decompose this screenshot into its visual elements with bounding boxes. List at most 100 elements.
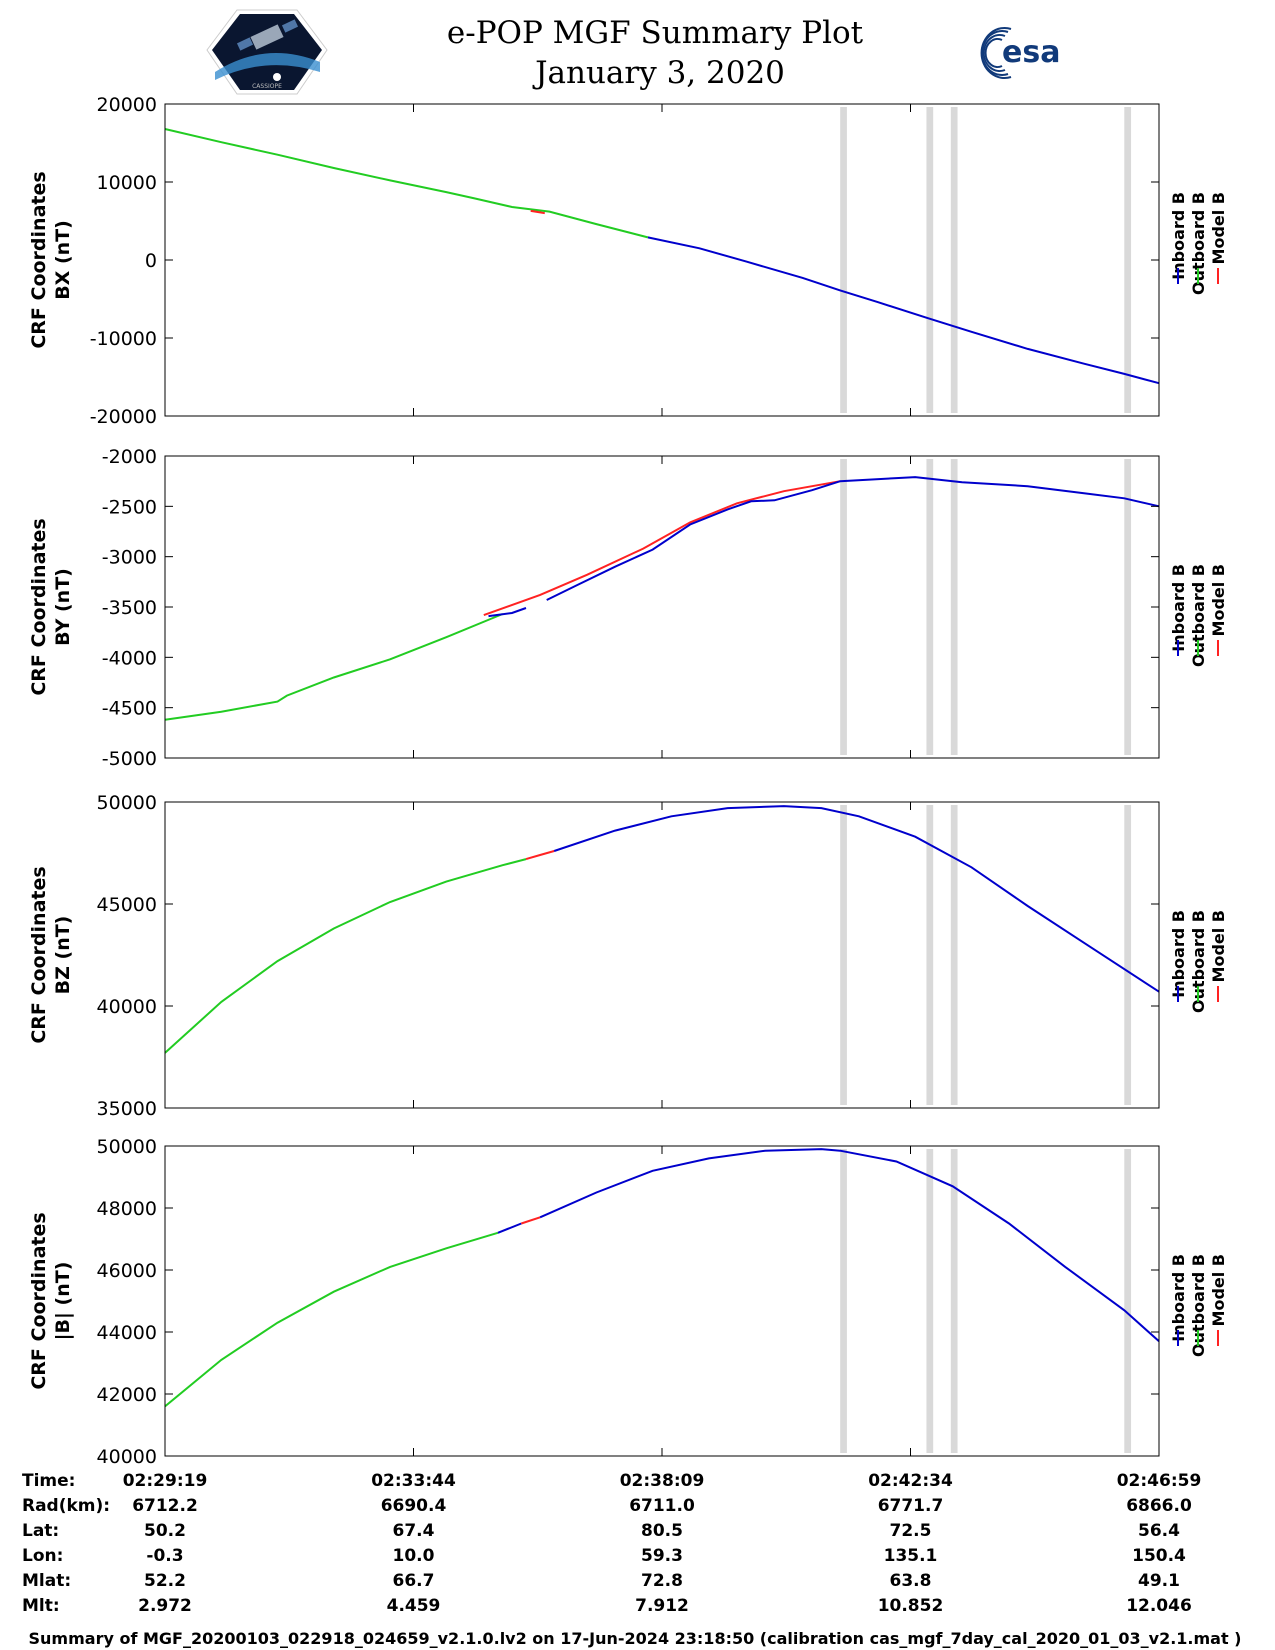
plot-frame bbox=[164, 455, 1160, 759]
series-line-model bbox=[525, 850, 555, 861]
y-tick-label: -3000 bbox=[102, 547, 157, 569]
legend-by: Inboard B Outboard B Model B bbox=[1169, 564, 1228, 667]
y-axis-label-line1: CRF Coordinates bbox=[28, 171, 50, 348]
ephemeris-cell: 02:33:44 bbox=[371, 1471, 456, 1491]
legend-label-outboard: Outboard B bbox=[1189, 910, 1208, 1013]
series-line-inboard bbox=[488, 607, 527, 618]
ephemeris-cell: 150.4 bbox=[1132, 1546, 1186, 1566]
ephemeris-cell: 50.2 bbox=[144, 1521, 186, 1541]
data-gap-band bbox=[840, 107, 847, 413]
data-gap-band bbox=[950, 1149, 958, 1453]
ephemeris-cell: 7.912 bbox=[635, 1596, 689, 1616]
data-gap-band bbox=[1124, 459, 1132, 755]
ephemeris-cell: 02:29:19 bbox=[123, 1471, 208, 1491]
y-axis-label-line1: CRF Coordinates bbox=[28, 518, 50, 695]
data-gap-band bbox=[950, 459, 958, 755]
ephemeris-cell: 135.1 bbox=[884, 1546, 938, 1566]
series-line-outboard bbox=[164, 128, 649, 239]
y-tick-label: 50000 bbox=[97, 792, 157, 814]
legend-label-outboard: Outboard B bbox=[1189, 192, 1208, 295]
series-line-inboard bbox=[546, 476, 1160, 601]
data-gap-band bbox=[926, 107, 934, 413]
left-logo-text: CASSIOPE bbox=[252, 83, 282, 90]
panel-by: -2000 -2500 -3000 -3500 -4000 -4500 -5000 CRF C… bbox=[28, 446, 1228, 770]
y-axis-label: CRF Coordinates BZ (nT) bbox=[28, 866, 74, 1043]
ephemeris-row-label: Lat: bbox=[22, 1521, 59, 1541]
series-line-outboard bbox=[164, 858, 527, 1054]
y-tick-label: 42000 bbox=[97, 1384, 157, 1406]
y-axis-label-line1: CRF Coordinates bbox=[28, 866, 50, 1043]
plot-title-line2: January 3, 2020 bbox=[532, 55, 785, 91]
data-gap-band bbox=[926, 1149, 934, 1453]
y-axis-label-line1: CRF Coordinates bbox=[28, 1212, 50, 1389]
y-tick-label: -20000 bbox=[90, 406, 157, 428]
ephemeris-cell: 72.8 bbox=[641, 1571, 683, 1591]
data-gap-band bbox=[840, 805, 847, 1105]
plot-frame bbox=[164, 1145, 1160, 1457]
plot-frame bbox=[164, 103, 1160, 417]
legend-label-model: Model B bbox=[1209, 192, 1228, 264]
ephemeris-cell: 72.5 bbox=[890, 1521, 932, 1541]
series-line-inboard bbox=[539, 1148, 1160, 1343]
y-tick-label: 40000 bbox=[97, 996, 157, 1018]
ephemeris-cell: 02:38:09 bbox=[620, 1471, 705, 1491]
y-tick-label: 48000 bbox=[97, 1198, 157, 1220]
y-tick-label: 40000 bbox=[97, 1446, 157, 1468]
series-line-outboard bbox=[164, 613, 503, 721]
plot-title-line1: e-POP MGF Summary Plot bbox=[447, 15, 864, 51]
data-gap-band bbox=[840, 459, 847, 755]
ephemeris-cell: 80.5 bbox=[641, 1521, 683, 1541]
ephemeris-cell: 56.4 bbox=[1138, 1521, 1180, 1541]
legend-label-outboard: Outboard B bbox=[1189, 564, 1208, 667]
ephemeris-cell: 59.3 bbox=[641, 1546, 683, 1566]
data-gap-band bbox=[1124, 805, 1132, 1105]
legend-label-model: Model B bbox=[1209, 564, 1228, 636]
ephemeris-cell: 12.046 bbox=[1126, 1596, 1192, 1616]
y-axis-label: CRF Coordinates BX (nT) bbox=[28, 171, 74, 348]
series-line-inboard bbox=[553, 805, 1160, 993]
ephemeris-cell: 67.4 bbox=[393, 1521, 435, 1541]
ephemeris-cell: 49.1 bbox=[1138, 1571, 1180, 1591]
ephemeris-row-label: Mlt: bbox=[22, 1596, 60, 1616]
ephemeris-cell: 6771.7 bbox=[878, 1496, 944, 1516]
series-line-outboard bbox=[164, 1231, 499, 1408]
ephemeris-cell: 63.8 bbox=[890, 1571, 932, 1591]
legend-bz: Inboard B Outboard B Model B bbox=[1169, 910, 1228, 1013]
ephemeris-table: Time: Rad(km): Lat: Lon: Mlat: Mlt: 02:29:19 67… bbox=[22, 1471, 1201, 1616]
y-tick-label: 50000 bbox=[97, 1136, 157, 1158]
esa-logo-text: esa bbox=[1002, 35, 1060, 70]
series-line-inboard bbox=[497, 1222, 522, 1234]
legend-label-model: Model B bbox=[1209, 910, 1228, 982]
y-tick-label: -2500 bbox=[102, 496, 157, 518]
y-tick-label: -10000 bbox=[90, 328, 157, 350]
ephemeris-cell: 52.2 bbox=[144, 1571, 186, 1591]
y-tick-label: 20000 bbox=[97, 94, 157, 116]
ephemeris-cell: 02:46:59 bbox=[1117, 1471, 1202, 1491]
data-gap-band bbox=[926, 805, 934, 1105]
y-tick-label: 0 bbox=[145, 250, 157, 272]
data-gap-band bbox=[1124, 1149, 1132, 1453]
legend-label-inboard: Inboard B bbox=[1169, 192, 1188, 280]
y-tick-label: -4500 bbox=[102, 698, 157, 720]
y-axis-label: CRF Coordinates |B| (nT) bbox=[28, 1212, 74, 1389]
panel-bz: 50000 45000 40000 35000 CRF Coordinates BZ (n… bbox=[28, 792, 1228, 1120]
ephemeris-cell: 10.852 bbox=[878, 1596, 944, 1616]
plot-frame bbox=[164, 801, 1160, 1109]
ephemeris-row-label: Rad(km): bbox=[22, 1496, 110, 1516]
ephemeris-row-label: Time: bbox=[22, 1471, 75, 1491]
y-tick-label: -2000 bbox=[102, 446, 157, 468]
series-line-model bbox=[520, 1216, 541, 1225]
legend-bmag: Inboard B Outboard B Model B bbox=[1169, 1254, 1228, 1357]
ephemeris-cell: 10.0 bbox=[393, 1546, 435, 1566]
y-axis-label-line2: BX (nT) bbox=[52, 220, 74, 300]
legend-label-inboard: Inboard B bbox=[1169, 564, 1188, 652]
y-tick-label: -3500 bbox=[102, 597, 157, 619]
y-axis-label-line2: BZ (nT) bbox=[52, 916, 74, 995]
ephemeris-cell: 6712.2 bbox=[132, 1496, 198, 1516]
ephemeris-row-label: Mlat: bbox=[22, 1571, 71, 1591]
y-tick-label: 35000 bbox=[97, 1098, 157, 1120]
y-axis-label-line2: |B| (nT) bbox=[52, 1262, 74, 1341]
legend-label-inboard: Inboard B bbox=[1169, 910, 1188, 998]
y-tick-label: 10000 bbox=[97, 172, 157, 194]
esa-logo: esa bbox=[980, 27, 1060, 79]
